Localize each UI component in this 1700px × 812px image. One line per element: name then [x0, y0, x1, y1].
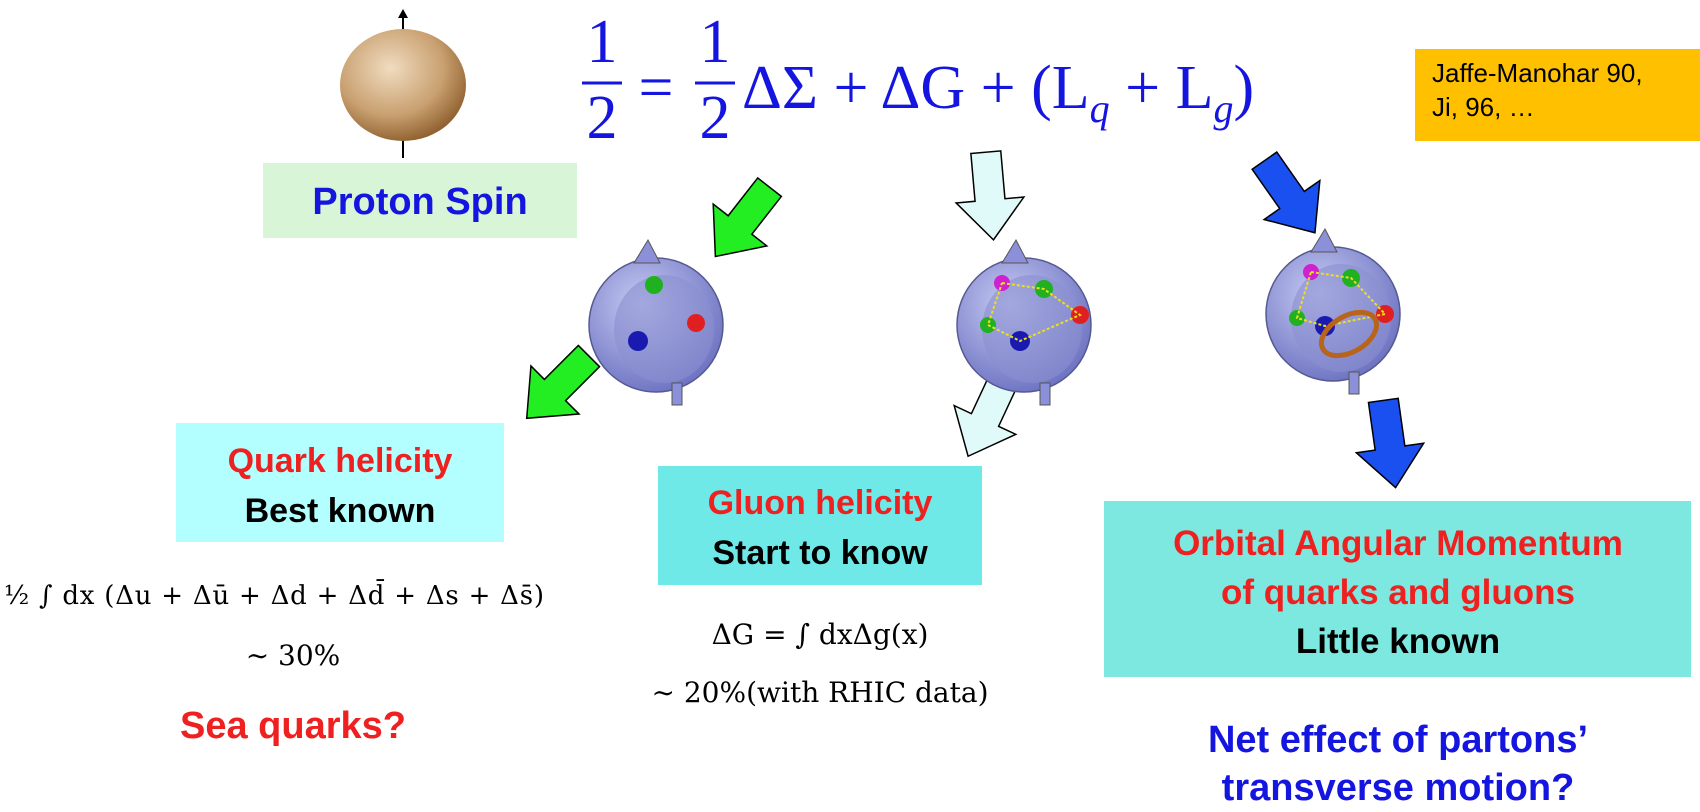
- orbital-status: Little known: [1296, 622, 1500, 661]
- proton: [340, 29, 466, 141]
- equation-terms: ΔΣ + ΔG + (Lq + Lg): [742, 54, 1254, 131]
- terms: ): [1233, 54, 1254, 122]
- quark-status: Best known: [245, 492, 436, 530]
- orbital-title: Orbital Angular Momentum: [1173, 524, 1623, 563]
- terms: + L: [1110, 54, 1214, 122]
- fraction-denominator: 2: [700, 84, 731, 152]
- equation: 1 2 = 1 2 ΔΣ + ΔG + (Lq + Lg): [582, 8, 1254, 152]
- orbital-question: transverse motion?: [1222, 767, 1575, 809]
- terms: ΔΣ + ΔG + (L: [742, 54, 1090, 122]
- fraction-numerator: 1: [700, 8, 731, 76]
- arrow: [689, 166, 797, 277]
- quark-title: Quark helicity: [228, 442, 453, 480]
- proton-label: Proton Spin: [312, 181, 527, 223]
- reference: Ji, 96, …: [1432, 92, 1535, 122]
- arrow: [1350, 396, 1430, 493]
- gluon-status: Start to know: [712, 534, 928, 572]
- proton-picture: [957, 240, 1091, 405]
- equals: =: [639, 54, 674, 122]
- reference: Jaffe-Manohar 90,: [1432, 58, 1643, 88]
- proton-picture: [589, 240, 723, 405]
- gluon-fraction: ∼ 20%(with RHIC data): [652, 676, 989, 709]
- proton-picture: [1266, 229, 1400, 394]
- quark-fraction: ∼ 30%: [246, 639, 341, 672]
- gluon-formula: ΔG = ∫ dxΔg(x): [712, 618, 929, 651]
- orbital-title: of quarks and gluons: [1221, 573, 1575, 612]
- subscript: q: [1090, 86, 1110, 131]
- gluon-title: Gluon helicity: [708, 484, 933, 522]
- fraction-numerator: 1: [587, 8, 618, 76]
- fraction-denominator: 2: [587, 84, 618, 152]
- slide: 1 2 = 1 2 ΔΣ + ΔG + (Lq + Lg) Jaffe-Mano…: [0, 0, 1700, 812]
- quark-question: Sea quarks?: [180, 705, 406, 747]
- orbital-question: Net effect of partons’: [1208, 719, 1588, 761]
- quark-formula: ½ ∫ dx (Δu + Δū + Δd + Δd̄ + Δs + Δs̄): [4, 578, 544, 611]
- spin-arrowhead: [398, 9, 408, 18]
- arrow: [952, 149, 1027, 243]
- subscript: g: [1213, 86, 1233, 131]
